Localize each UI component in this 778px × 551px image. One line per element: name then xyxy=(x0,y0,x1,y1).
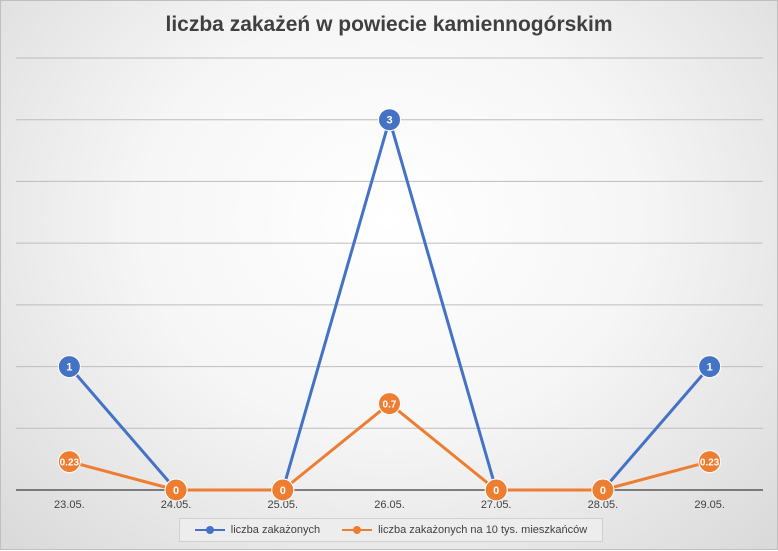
data-label-series-2: 0.7 xyxy=(383,400,397,411)
data-point-series-2 xyxy=(164,478,188,502)
data-label-series-2: 0 xyxy=(493,485,499,497)
data-label-series-1: 1 xyxy=(707,362,713,374)
data-point-series-2 xyxy=(698,450,722,474)
data-label-series-1: 3 xyxy=(386,115,392,127)
x-tick-label: 24.05. xyxy=(161,499,192,511)
legend-swatch-series-1 xyxy=(194,525,225,535)
data-label-series-2: 0 xyxy=(173,485,179,497)
data-point-series-1 xyxy=(378,108,401,132)
data-point-series-1 xyxy=(698,355,722,379)
x-tick-label: 23.05. xyxy=(54,499,85,511)
data-point-series-2 xyxy=(378,392,401,416)
x-tick-label: 27.05. xyxy=(481,499,512,511)
legend: liczba zakażonych liczba zakażonych na 1… xyxy=(179,518,603,542)
chart-title: liczba zakażeń w powiecie kamiennogórski… xyxy=(165,13,613,36)
data-label-series-2: 0 xyxy=(280,485,286,497)
data-point-series-2 xyxy=(271,478,295,502)
data-label-series-1: 1 xyxy=(66,362,72,374)
data-point-series-2 xyxy=(484,478,508,502)
data-point-series-2 xyxy=(57,450,81,474)
data-label-series-2: 0.23 xyxy=(60,458,80,469)
x-tick-label: 28.05. xyxy=(588,499,619,511)
x-tick-label: 26.05. xyxy=(374,499,405,511)
x-tick-label: 25.05. xyxy=(267,499,298,511)
data-point-series-1 xyxy=(57,355,81,379)
legend-label-series-2: liczba zakażonych na 10 tys. mieszkańców xyxy=(378,524,588,536)
data-label-series-2: 0 xyxy=(600,485,606,497)
data-point-series-2 xyxy=(591,478,615,502)
legend-label-series-1: liczba zakażonych xyxy=(230,524,321,536)
legend-swatch-series-2 xyxy=(342,525,373,535)
x-tick-label: 29.05. xyxy=(694,499,725,511)
data-label-series-2: 0.23 xyxy=(700,458,720,469)
legend-item-series-2: liczba zakażonych na 10 tys. mieszkańców xyxy=(342,524,587,536)
legend-item-series-1: liczba zakażonych xyxy=(194,524,321,536)
